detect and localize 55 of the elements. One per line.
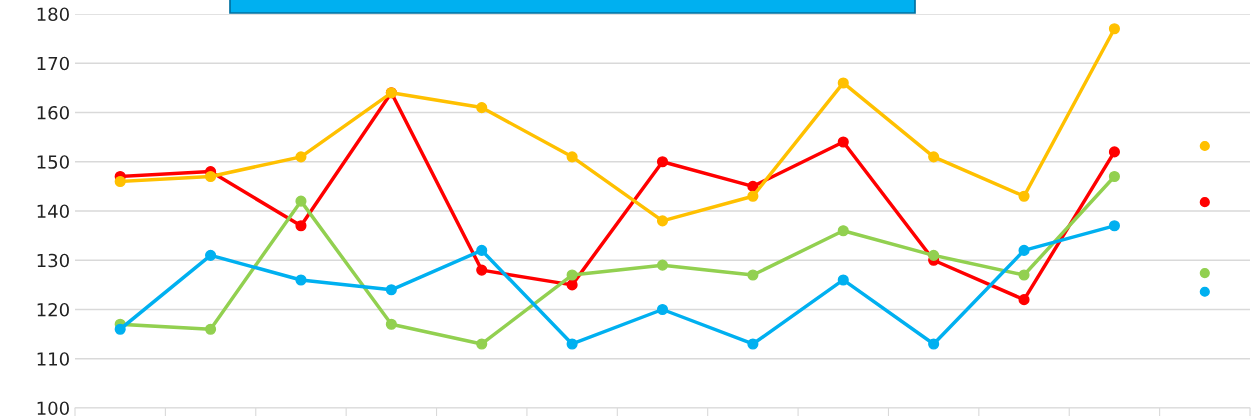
point [476,264,488,276]
point [1018,190,1030,202]
point [656,215,669,227]
point [1199,286,1210,297]
point [205,170,217,183]
point [656,303,669,316]
point [1108,146,1120,158]
point [205,323,217,335]
y-tick-label: 130 [37,253,69,268]
point [656,156,669,168]
point [928,249,940,261]
y-tick-label: 110 [37,352,69,366]
point [747,269,759,281]
point [295,220,307,232]
point [1199,140,1210,152]
point [1199,197,1210,208]
y-tick-label: 100 [37,401,69,416]
point [837,77,849,89]
point [566,338,578,350]
y-tick-label: 150 [37,155,69,169]
point [295,274,307,286]
point [837,274,849,286]
y-tick-label: 170 [37,56,69,71]
point [566,151,578,163]
point [114,323,126,335]
point [1018,244,1030,256]
point [928,338,940,350]
point [1108,170,1120,183]
point [205,249,217,261]
point [385,284,397,296]
point [837,136,849,148]
point [114,175,126,188]
point [1108,23,1120,35]
point [747,190,759,202]
y-tick-label: 120 [37,302,69,317]
point [566,269,578,281]
point [295,151,307,163]
point [1108,220,1120,232]
point [747,338,759,350]
point [385,318,397,330]
point [1199,267,1210,279]
point [837,225,849,237]
point [476,338,488,350]
point [1018,294,1030,306]
y-tick-label: 140 [37,204,69,219]
point [566,279,578,291]
point [295,195,307,207]
y-tick-label: 160 [37,105,69,120]
point [1018,269,1030,281]
point [747,180,759,192]
point [928,151,940,163]
point [476,244,488,256]
point [476,102,488,114]
y-tick-label: 180 [37,7,69,22]
point [656,259,669,271]
